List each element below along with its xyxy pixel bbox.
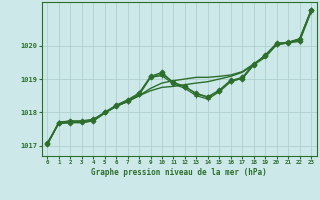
X-axis label: Graphe pression niveau de la mer (hPa): Graphe pression niveau de la mer (hPa) (91, 168, 267, 177)
